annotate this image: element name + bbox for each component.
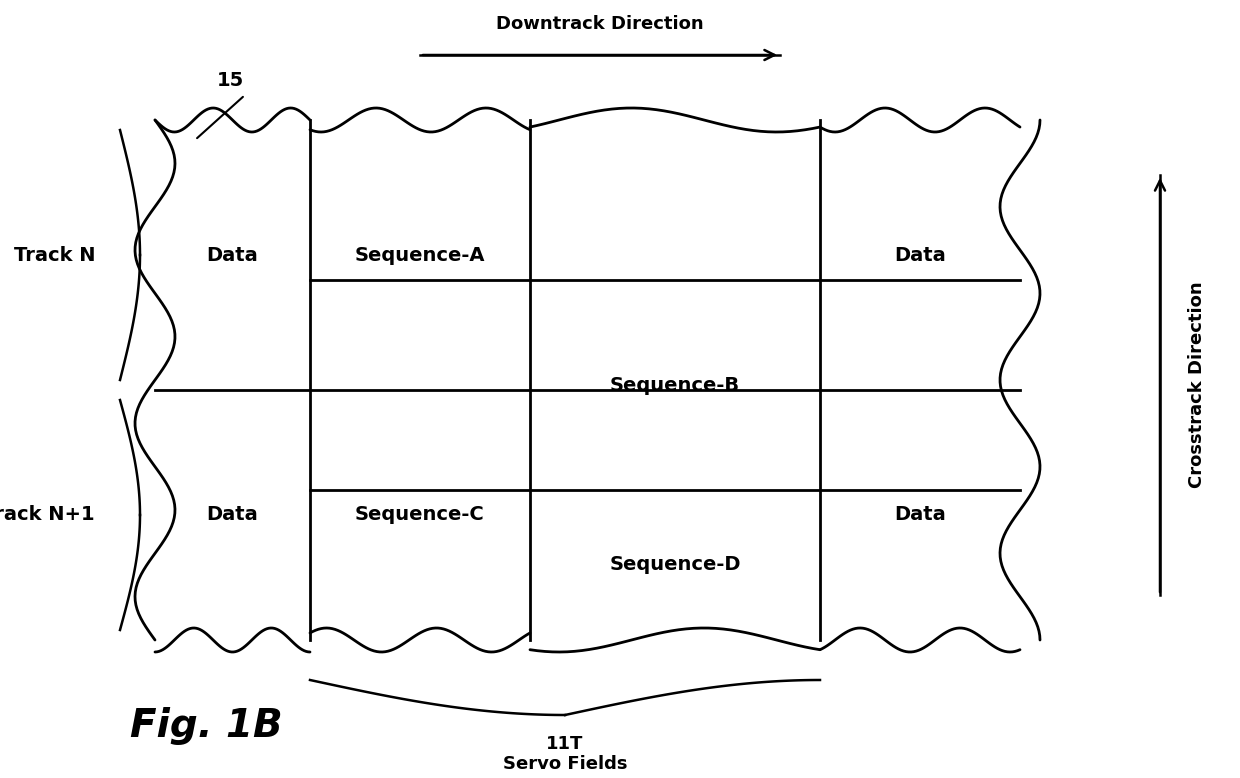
Text: Sequence-D: Sequence-D	[609, 555, 740, 574]
Text: Servo Fields: Servo Fields	[502, 755, 627, 773]
Text: Sequence-B: Sequence-B	[610, 376, 740, 394]
Text: Sequence-A: Sequence-A	[355, 246, 485, 265]
Text: 15: 15	[216, 71, 243, 90]
Text: Data: Data	[207, 506, 258, 524]
Text: Fig. 1B: Fig. 1B	[130, 707, 283, 745]
Text: 11T: 11T	[547, 735, 584, 753]
Text: Crosstrack Direction: Crosstrack Direction	[1188, 282, 1207, 489]
Text: Track N+1: Track N+1	[0, 506, 95, 524]
Text: Sequence-C: Sequence-C	[355, 506, 485, 524]
Text: Data: Data	[207, 246, 258, 265]
Text: Track N: Track N	[14, 246, 95, 265]
Text: Data: Data	[894, 506, 946, 524]
Text: Data: Data	[894, 246, 946, 265]
Text: Downtrack Direction: Downtrack Direction	[496, 15, 704, 33]
